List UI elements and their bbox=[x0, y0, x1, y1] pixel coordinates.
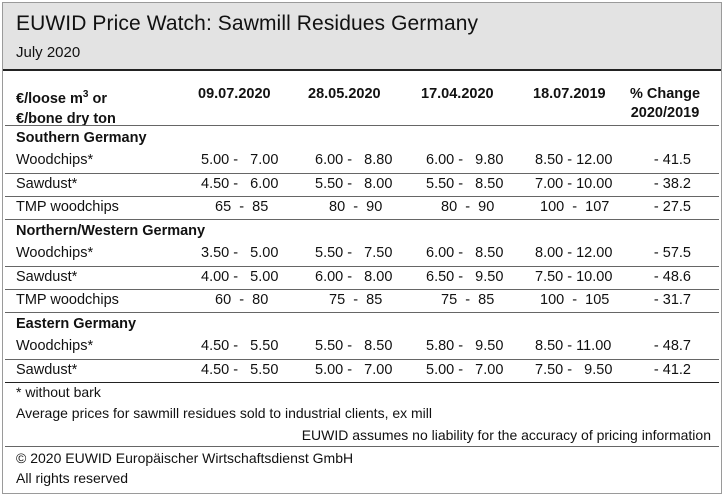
row-label: TMP woodchips bbox=[16, 292, 119, 308]
column-header-change: % Change 2020/2019 bbox=[615, 85, 715, 123]
price-cell: 6.00 - 8.80 bbox=[315, 152, 393, 168]
price-cell: 5.00 - 7.00 bbox=[426, 362, 504, 378]
price-cell: 100 - 105 bbox=[540, 292, 610, 308]
section-title-northern-western: Northern/Western Germany bbox=[16, 223, 206, 239]
price-cell: 4.50 - 5.50 bbox=[201, 362, 279, 378]
header-divider bbox=[5, 125, 719, 126]
price-cell: 6.00 - 8.00 bbox=[315, 269, 393, 285]
description-note: Average prices for sawmill residues sold… bbox=[16, 405, 433, 421]
price-cell: 75 - 85 bbox=[433, 292, 495, 308]
change-cell: - 48.7 bbox=[653, 338, 691, 354]
price-cell: 5.80 - 9.50 bbox=[426, 338, 504, 354]
table-row: Sawdust* 4.50 - 6.00 5.50 - 8.00 5.50 - … bbox=[3, 174, 721, 196]
price-cell: 8.50 - 12.00 bbox=[535, 152, 613, 168]
table-row: Sawdust* 4.50 - 5.50 5.00 - 7.00 5.00 - … bbox=[3, 360, 721, 382]
column-header-date: 18.07.2019 bbox=[533, 86, 606, 102]
price-cell: 6.50 - 9.50 bbox=[426, 269, 504, 285]
unit-line2: €/bone dry ton bbox=[16, 110, 116, 127]
price-cell: 4.50 - 6.00 bbox=[201, 176, 279, 192]
price-cell: 4.00 - 5.00 bbox=[201, 269, 279, 285]
price-cell: 6.00 - 8.50 bbox=[426, 245, 504, 261]
price-cell: 5.50 - 8.50 bbox=[426, 176, 504, 192]
price-cell: 5.50 - 8.50 bbox=[315, 338, 393, 354]
change-cell: - 41.2 bbox=[653, 362, 691, 378]
rights-text: All rights reserved bbox=[16, 470, 129, 486]
price-cell: 80 - 90 bbox=[321, 199, 383, 215]
page-subtitle: July 2020 bbox=[16, 44, 81, 61]
footnote: * without bark bbox=[16, 384, 101, 400]
price-cell: 6.00 - 9.80 bbox=[426, 152, 504, 168]
row-divider bbox=[5, 196, 719, 197]
row-label: Woodchips* bbox=[16, 338, 94, 354]
change-cell: - 27.5 bbox=[653, 199, 691, 215]
change-line2: 2020/2019 bbox=[630, 105, 700, 121]
change-cell: - 48.6 bbox=[653, 269, 691, 285]
change-cell: - 41.5 bbox=[653, 152, 691, 168]
table-row: TMP woodchips 65 - 85 80 - 90 80 - 90 10… bbox=[3, 197, 721, 219]
price-cell: 5.50 - 7.50 bbox=[315, 245, 393, 261]
header-band: EUWID Price Watch: Sawmill Residues Germ… bbox=[3, 3, 721, 71]
price-cell: 60 - 80 bbox=[207, 292, 269, 308]
table-row: Woodchips* 3.50 - 5.00 5.50 - 7.50 6.00 … bbox=[3, 243, 721, 265]
row-label: Sawdust* bbox=[16, 176, 78, 192]
row-divider bbox=[5, 173, 719, 174]
section-title-southern: Southern Germany bbox=[16, 130, 147, 146]
column-header-date: 17.04.2020 bbox=[421, 86, 494, 102]
price-cell: 65 - 85 bbox=[207, 199, 269, 215]
unit-line1: €/loose m bbox=[16, 90, 83, 107]
price-cell: 8.00 - 12.00 bbox=[535, 245, 613, 261]
change-cell: - 57.5 bbox=[653, 245, 691, 261]
liability-note: EUWID assumes no liability for the accur… bbox=[301, 427, 711, 443]
row-divider bbox=[5, 266, 719, 267]
row-label: Woodchips* bbox=[16, 245, 94, 261]
price-cell: 7.50 - 10.00 bbox=[535, 269, 613, 285]
table-row: Woodchips* 4.50 - 5.50 5.50 - 8.50 5.80 … bbox=[3, 336, 721, 358]
table-row: Woodchips* 5.00 - 7.00 6.00 - 8.80 6.00 … bbox=[3, 150, 721, 172]
price-cell: 80 - 90 bbox=[433, 199, 495, 215]
price-cell: 3.50 - 5.00 bbox=[201, 245, 279, 261]
table-row: TMP woodchips 60 - 80 75 - 85 75 - 85 10… bbox=[3, 290, 721, 312]
row-label: Sawdust* bbox=[16, 362, 78, 378]
price-cell: 7.50 - 9.50 bbox=[535, 362, 613, 378]
row-label: Sawdust* bbox=[16, 269, 78, 285]
row-divider bbox=[5, 289, 719, 290]
section-divider bbox=[5, 219, 719, 220]
change-cell: - 38.2 bbox=[653, 176, 691, 192]
price-cell: 5.00 - 7.00 bbox=[315, 362, 393, 378]
table-row: Sawdust* 4.00 - 5.00 6.00 - 8.00 6.50 - … bbox=[3, 267, 721, 289]
price-cell: 4.50 - 5.50 bbox=[201, 338, 279, 354]
column-header-date: 09.07.2020 bbox=[198, 86, 271, 102]
row-label: TMP woodchips bbox=[16, 199, 119, 215]
price-cell: 8.50 - 11.00 bbox=[535, 338, 612, 354]
change-cell: - 31.7 bbox=[653, 292, 691, 308]
price-cell: 7.00 - 10.00 bbox=[535, 176, 613, 192]
price-cell: 100 - 107 bbox=[540, 199, 610, 215]
unit-superscript: 3 bbox=[82, 89, 89, 100]
change-line1: % Change bbox=[629, 86, 701, 102]
price-cell: 75 - 85 bbox=[321, 292, 383, 308]
price-cell: 5.00 - 7.00 bbox=[201, 152, 279, 168]
section-title-eastern: Eastern Germany bbox=[16, 316, 137, 332]
footer-divider bbox=[5, 446, 719, 447]
unit-line1-end: or bbox=[88, 90, 107, 107]
column-header-date: 28.05.2020 bbox=[308, 86, 381, 102]
unit-header: €/loose m3 or €/bone dry ton bbox=[16, 85, 116, 129]
section-divider bbox=[5, 312, 719, 313]
table-bottom-rule bbox=[5, 382, 719, 383]
copyright-text: © 2020 EUWID Europäischer Wirtschaftsdie… bbox=[16, 450, 354, 466]
page-title: EUWID Price Watch: Sawmill Residues Germ… bbox=[16, 12, 479, 35]
price-cell: 5.50 - 8.00 bbox=[315, 176, 393, 192]
row-divider bbox=[5, 359, 719, 360]
row-label: Woodchips* bbox=[16, 152, 94, 168]
